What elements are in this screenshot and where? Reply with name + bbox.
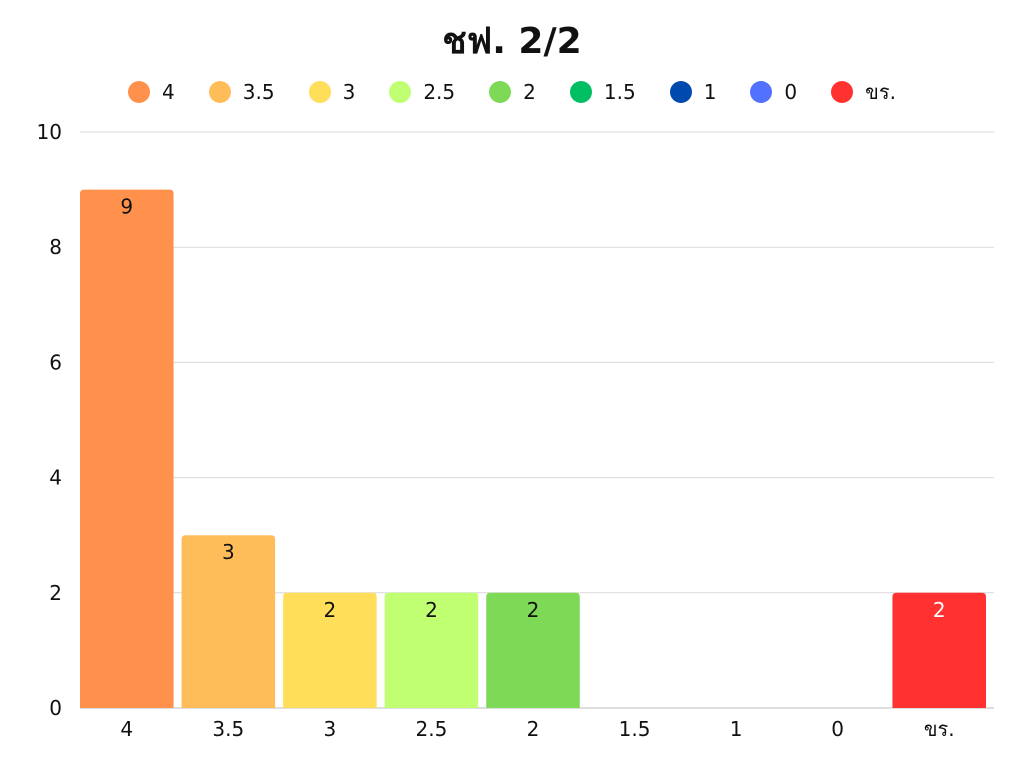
data-label: 2 bbox=[425, 598, 438, 622]
bar bbox=[384, 592, 479, 708]
legend-label: 1.5 bbox=[603, 80, 636, 104]
y-tick-label: 10 bbox=[37, 120, 62, 144]
data-label: 2 bbox=[933, 598, 946, 622]
legend-swatch bbox=[389, 81, 412, 103]
x-tick-label: 4 bbox=[120, 717, 133, 741]
bar bbox=[283, 592, 377, 708]
legend-swatch bbox=[569, 81, 592, 103]
x-tick-label: 3.5 bbox=[212, 717, 244, 741]
legend-label: ขร. bbox=[865, 80, 896, 104]
legend-label: 2 bbox=[523, 80, 536, 104]
bar bbox=[892, 592, 986, 708]
legend-label: 2.5 bbox=[423, 80, 456, 104]
legend-item: 2.5 bbox=[389, 78, 455, 106]
legend-label: 1 bbox=[703, 80, 717, 104]
bar bbox=[486, 592, 580, 708]
chart-title: ชฟ. 2/2 bbox=[442, 21, 582, 62]
legend-label: 0 bbox=[784, 80, 798, 104]
y-tick-label: 6 bbox=[49, 350, 62, 374]
x-tick-label: 0 bbox=[831, 717, 844, 741]
legend-item: 2 bbox=[489, 78, 536, 106]
legend-item: ขร. bbox=[831, 78, 896, 106]
legend-swatch bbox=[128, 81, 151, 103]
legend-label: 3 bbox=[342, 80, 356, 104]
y-tick-label: 4 bbox=[49, 466, 62, 490]
bar bbox=[181, 535, 276, 708]
x-tick-label: 1 bbox=[730, 717, 743, 741]
data-label: 2 bbox=[527, 598, 540, 622]
chart-legend: 4 3.5 3 2.5 2 1.5 1 0 ขร. bbox=[0, 78, 1024, 106]
legend-label: 3.5 bbox=[242, 80, 275, 104]
legend-swatch bbox=[831, 81, 854, 103]
legend-item: 3 bbox=[308, 78, 356, 106]
y-tick-label: 0 bbox=[49, 696, 62, 720]
x-tick-label: 2.5 bbox=[416, 717, 448, 741]
data-label: 2 bbox=[324, 598, 337, 622]
legend-item: 3.5 bbox=[208, 78, 275, 106]
legend-item: 0 bbox=[750, 78, 797, 106]
y-tick-label: 8 bbox=[49, 235, 62, 259]
legend-swatch bbox=[669, 81, 692, 103]
legend-swatch bbox=[308, 81, 331, 103]
legend-swatch bbox=[489, 81, 512, 103]
x-tick-label: ขร. bbox=[924, 717, 955, 741]
y-tick-label: 2 bbox=[49, 581, 62, 605]
legend-swatch bbox=[750, 81, 773, 103]
x-tick-label: 2 bbox=[527, 717, 540, 741]
legend-label: 4 bbox=[162, 80, 175, 104]
legend-item: 4 bbox=[128, 78, 175, 106]
legend-swatch bbox=[208, 81, 231, 103]
data-label: 9 bbox=[120, 195, 133, 219]
legend-item: 1 bbox=[669, 78, 717, 106]
x-tick-label: 3 bbox=[324, 717, 337, 741]
bar bbox=[80, 189, 174, 709]
data-label: 3 bbox=[222, 540, 235, 564]
x-tick-label: 1.5 bbox=[619, 717, 651, 741]
legend-item: 1.5 bbox=[569, 78, 636, 106]
